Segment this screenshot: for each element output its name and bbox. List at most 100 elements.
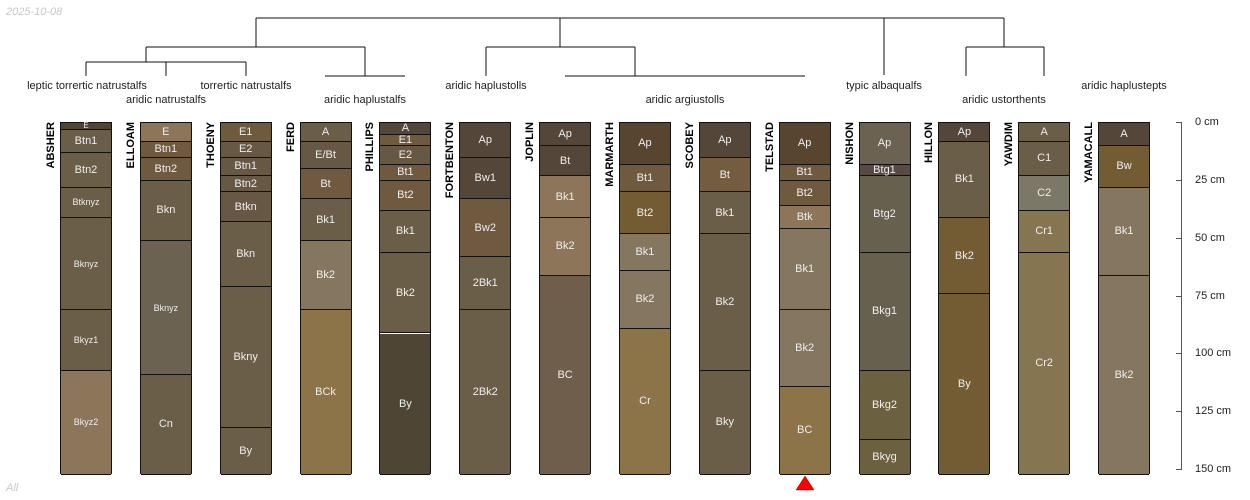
- taxon-label: aridic ustorthents: [962, 94, 1046, 106]
- horizon: Bk1: [939, 141, 990, 218]
- horizon: 2Bk1: [460, 257, 511, 311]
- horizon: Btkn: [220, 192, 271, 223]
- horizon: Btn2: [220, 176, 271, 193]
- horizon: Btn2: [140, 157, 191, 181]
- horizon: E/Bt: [300, 141, 351, 170]
- horizon: Bky: [699, 370, 750, 475]
- horizon: Bk1: [540, 176, 591, 218]
- profile-elloam: E Btn1 Btn2 Bkn Bknyz Cn: [139, 122, 192, 475]
- horizon: Ap: [939, 123, 990, 142]
- horizon: Bk2: [699, 234, 750, 371]
- dendrogram: [85, 17, 1045, 77]
- horizon: Ap: [779, 123, 830, 165]
- profile-name: SCOBEY: [683, 122, 696, 169]
- horizon: Bkg1: [859, 252, 910, 371]
- axis-tick: [1176, 179, 1182, 181]
- horizon: Bt1: [619, 164, 670, 193]
- profile-thoeny: E1 E2 Btn1 Btn2 Btkn Bkn Bkny By: [219, 122, 272, 475]
- profile-name: THOENY: [204, 122, 217, 168]
- horizon: Bk1: [1099, 187, 1150, 276]
- horizon: Bknyz: [140, 240, 191, 376]
- horizon: Btk: [779, 206, 830, 230]
- axis-tick: [1176, 237, 1182, 239]
- date-label: 2025-10-08: [6, 6, 63, 18]
- footer-label: All: [6, 482, 19, 494]
- taxon-label: aridic natrustalfs: [125, 94, 207, 106]
- profile-hillon: Ap Bk1 Bk2 By: [938, 122, 991, 475]
- profile-phillips: A E1 E2 Bt1 Bt2 Bk1 Bk2 By: [379, 122, 432, 475]
- horizon: Ap: [540, 123, 591, 147]
- horizon: A: [380, 122, 431, 135]
- horizon: Bt: [699, 157, 750, 193]
- horizon: Bt: [540, 146, 591, 177]
- horizon: Bkny: [220, 287, 271, 429]
- horizon: Bkyz1: [61, 310, 111, 371]
- profile-absher: E Btn1 Btn2 Btknyz Bknyz Bkyz1 Bkyz2: [60, 121, 112, 475]
- profile-marmarth: Ap Bt1 Bt2 Bk1 Bk2 Cr: [618, 122, 671, 475]
- horizon: BC: [779, 386, 830, 475]
- horizon: BC: [540, 275, 591, 475]
- horizon: A: [1019, 123, 1070, 142]
- horizon: A: [1099, 123, 1150, 147]
- axis-tick-label: 125 cm: [1195, 405, 1232, 418]
- profile-joplin: Ap Bt Bk1 Bk2 BC: [539, 122, 592, 475]
- horizon: A: [300, 123, 351, 142]
- horizon: Bk1: [380, 210, 431, 253]
- taxon-label: aridic haplustepts: [1081, 80, 1167, 92]
- axis-tick-label: 75 cm: [1195, 289, 1225, 302]
- axis-tick: [1176, 411, 1182, 413]
- horizon: Bkn: [220, 222, 271, 288]
- horizon: Cr2: [1019, 252, 1070, 475]
- horizon: Bk2: [1099, 275, 1150, 475]
- horizon: Bk2: [380, 252, 431, 334]
- horizon: Cr: [619, 328, 670, 475]
- profile-name: YAWDIM: [1003, 122, 1016, 167]
- horizon: BCk: [300, 310, 351, 475]
- horizon: Bkn: [140, 180, 191, 241]
- profile-name: JOPLIN: [524, 122, 537, 162]
- profile-name: TELSTAD: [763, 122, 776, 172]
- profile-ferd: A E/Bt Bt Bk1 Bk2 BCk: [299, 122, 352, 475]
- taxon-label: aridic argiustolls: [645, 94, 725, 106]
- axis-tick: [1176, 122, 1182, 123]
- horizon: Bk1: [699, 192, 750, 235]
- horizon: E1: [380, 134, 431, 147]
- horizon: Bk2: [779, 310, 830, 387]
- profile-nishon: Ap Btg1 Btg2 Bkg1 Bkg2 Bkyg: [858, 122, 911, 475]
- horizon: Btn1: [140, 141, 191, 158]
- horizon: Bk1: [300, 199, 351, 241]
- marker-triangle-icon: [795, 475, 815, 491]
- horizon: Bw2: [460, 199, 511, 258]
- axis-tick: [1176, 469, 1182, 470]
- horizon: Ap: [460, 123, 511, 158]
- horizon: By: [380, 333, 431, 475]
- horizon: Ap: [619, 123, 670, 165]
- horizon: Btn1: [220, 157, 271, 177]
- horizon: Cn: [140, 375, 191, 475]
- horizon: Ap: [699, 123, 750, 158]
- horizon: C1: [1019, 141, 1070, 177]
- horizon: E: [140, 123, 191, 142]
- horizon: Bt2: [619, 192, 670, 235]
- horizon: Bk2: [300, 240, 351, 311]
- horizon: Bw1: [460, 157, 511, 200]
- horizon: Ap: [859, 123, 910, 165]
- horizon: Bkyg: [859, 439, 910, 475]
- profile-name: PHILLIPS: [364, 122, 377, 172]
- profile-name: ABSHER: [45, 122, 57, 169]
- horizon: Btn1: [61, 129, 111, 154]
- profile-name: FORTBENTON: [444, 122, 457, 199]
- profile-telstad: Ap Bt1 Bt2 Btk Bk1 Bk2 BC: [778, 122, 831, 475]
- horizon: Bt1: [380, 164, 431, 181]
- taxon-label: typic albaqualfs: [846, 80, 922, 92]
- horizon: By: [939, 294, 990, 475]
- axis-tick-label: 25 cm: [1195, 173, 1225, 186]
- axis-tick-label: 50 cm: [1195, 231, 1225, 244]
- horizon: Btg1: [859, 164, 910, 177]
- horizon: Bknyz: [61, 217, 111, 311]
- horizon: Bt2: [779, 180, 830, 207]
- taxon-label: aridic haplustalfs: [324, 94, 406, 106]
- horizon: Btg2: [859, 176, 910, 253]
- profile-fortbenton: Ap Bw1 Bw2 2Bk1 2Bk2: [459, 122, 512, 475]
- horizon: Bkg2: [859, 370, 910, 440]
